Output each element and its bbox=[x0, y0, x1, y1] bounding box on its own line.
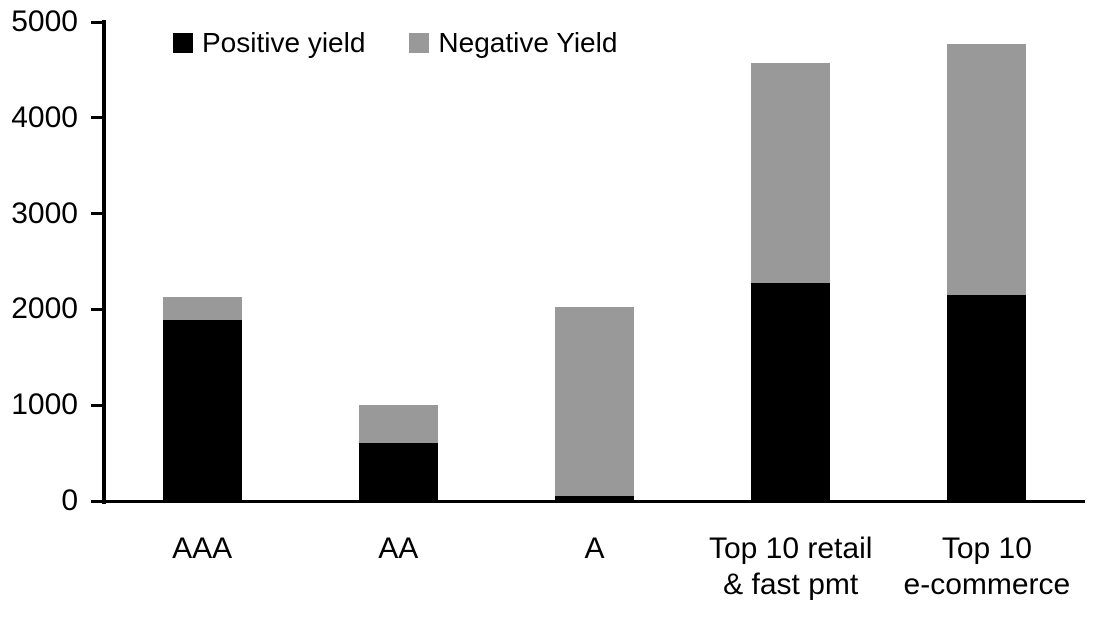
y-axis-tick-label: 0 bbox=[61, 484, 78, 517]
y-axis-tick bbox=[91, 212, 104, 216]
x-axis-label: Top 10 e-commerce bbox=[903, 532, 1071, 601]
y-axis-tick-label: 1000 bbox=[11, 388, 78, 422]
y-axis-tick bbox=[91, 499, 104, 503]
bar-segment-negative bbox=[162, 296, 242, 320]
bar-segment-positive bbox=[358, 442, 438, 501]
x-axis-label: AAA bbox=[172, 532, 233, 565]
bar-segment-positive bbox=[947, 295, 1027, 501]
x-axis-label: AA bbox=[378, 532, 419, 565]
y-axis-tick-label: 5000 bbox=[11, 5, 78, 38]
bar-segment-negative bbox=[555, 307, 634, 497]
chart-legend: Positive yield Negative Yield bbox=[173, 29, 617, 57]
y-axis-tick-label: 4000 bbox=[11, 100, 78, 134]
x-axis-line bbox=[102, 499, 1085, 503]
legend-label-positive-yield: Positive yield bbox=[202, 27, 366, 58]
y-axis-tick bbox=[91, 403, 104, 407]
y-axis-tick-label: 3000 bbox=[11, 196, 78, 230]
y-axis-tick bbox=[91, 307, 104, 311]
x-axis-label: Top 10 retail & fast pmt bbox=[708, 532, 873, 601]
bar-segment-negative bbox=[358, 405, 438, 443]
legend-item-negative-yield: Negative Yield bbox=[409, 29, 617, 57]
bar-segment-negative bbox=[751, 63, 831, 283]
bar-segment-positive bbox=[162, 319, 242, 501]
positive-yield-swatch-icon bbox=[173, 33, 193, 53]
legend-label-negative-yield: Negative Yield bbox=[438, 27, 618, 58]
bar-segment-positive bbox=[751, 282, 831, 501]
negative-yield-swatch-icon bbox=[409, 33, 430, 53]
legend-item-positive-yield: Positive yield bbox=[173, 29, 365, 57]
y-axis-tick-label: 2000 bbox=[11, 292, 78, 326]
x-axis-label: A bbox=[584, 532, 605, 565]
bar-segment-positive bbox=[555, 496, 634, 501]
y-axis-tick bbox=[91, 116, 104, 120]
bar-segment-negative bbox=[947, 44, 1027, 296]
y-axis-line bbox=[102, 20, 106, 504]
y-axis-tick bbox=[91, 20, 104, 24]
